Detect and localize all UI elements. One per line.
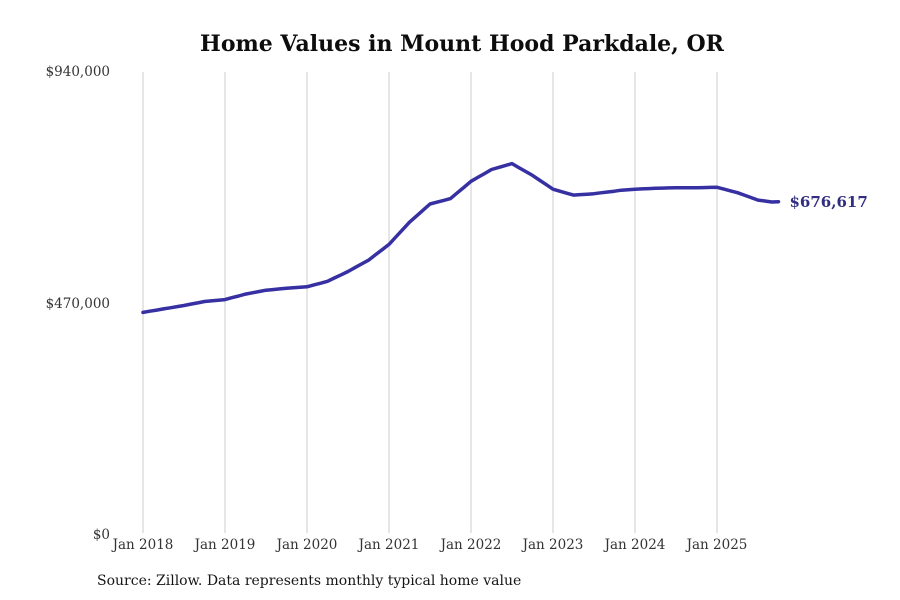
y-tick-label: $940,000 (45, 64, 110, 80)
chart-title: Home Values in Mount Hood Parkdale, OR (200, 31, 724, 57)
x-tick-label: Jan 2019 (194, 537, 256, 553)
x-tick-label: Jan 2024 (604, 537, 666, 553)
y-tick-label: $470,000 (45, 295, 110, 312)
x-tick-label: Jan 2023 (522, 537, 584, 553)
latest-value-label: $676,617 (789, 192, 868, 211)
x-tick-label: Jan 2025 (686, 537, 748, 553)
home-value-series-line (141, 161, 781, 315)
y-tick-label: $0 (92, 527, 110, 543)
source-note: Source: Zillow. Data represents monthly … (97, 573, 522, 589)
x-tick-label: Jan 2022 (440, 537, 502, 553)
x-tick-label: Jan 2020 (276, 537, 338, 553)
x-tick-label: Jan 2018 (112, 537, 174, 553)
x-tick-label: Jan 2021 (358, 537, 420, 553)
